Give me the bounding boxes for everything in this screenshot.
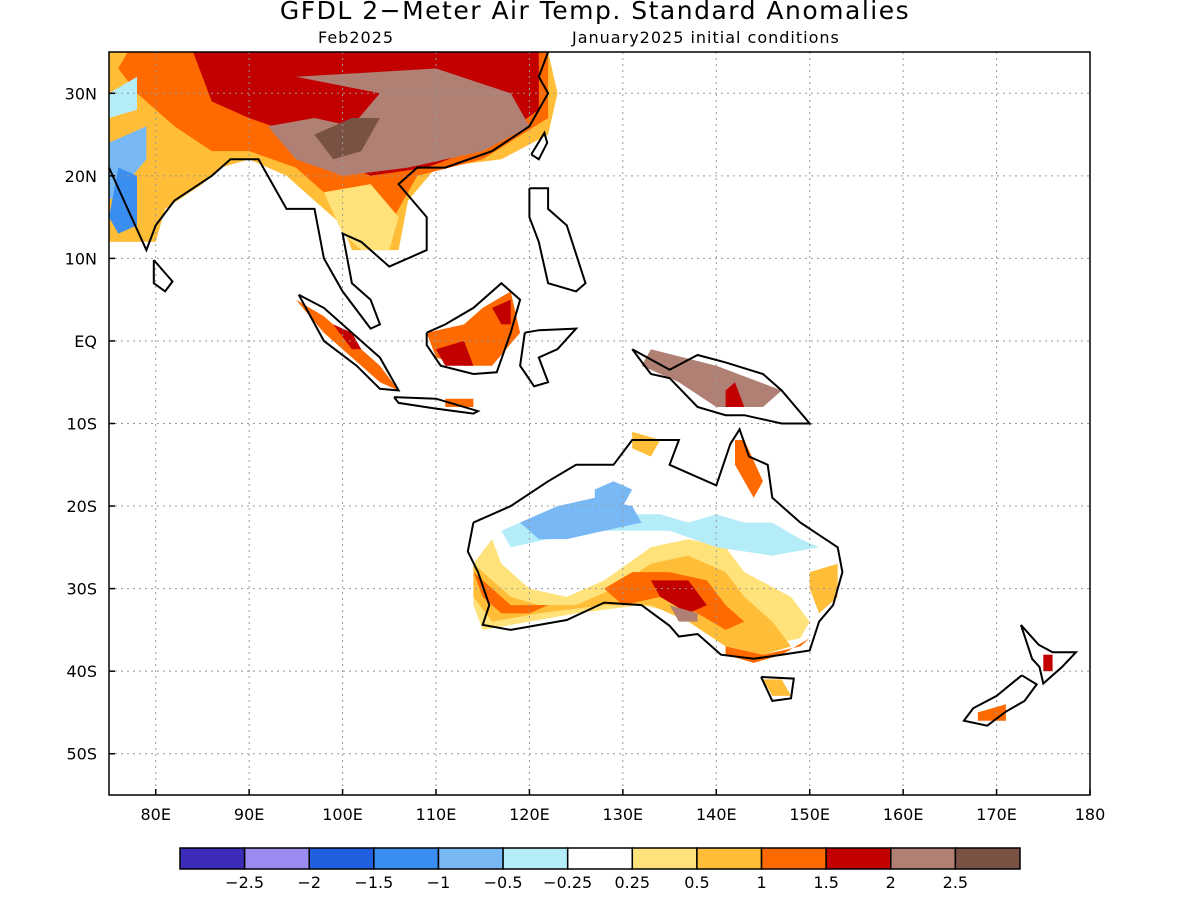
cape-york-anomaly xyxy=(735,440,763,498)
colorbar-swatch-2 xyxy=(308,847,375,870)
coastlines xyxy=(108,51,1079,727)
colorbar-label-7: 0.5 xyxy=(684,873,709,892)
colorbar-swatch-6 xyxy=(566,847,634,870)
tasmania-anomaly xyxy=(763,679,791,696)
lon-label-0: 80E xyxy=(140,805,170,824)
arnhem-anomaly xyxy=(632,431,661,457)
australia-anomaly-1 xyxy=(473,555,791,655)
colorbar-label-10: 2 xyxy=(886,873,896,892)
colorbar-swatch-5 xyxy=(502,847,569,870)
colorbar-label-8: 1 xyxy=(756,873,766,892)
new-guinea-coast xyxy=(631,348,812,425)
colorbar: −2.5 −2 −1.5 −1 −0.5 −0.25 0.25 0.5 1 1.5 2 2.5 xyxy=(179,847,1021,892)
java-anomaly xyxy=(445,398,474,407)
colorbar-swatch-1 xyxy=(243,847,310,870)
taiwan-coast xyxy=(530,130,549,161)
lon-label-3: 110E xyxy=(416,805,457,824)
lat-label-2: 10N xyxy=(65,249,97,268)
sumatra-coast xyxy=(297,293,401,392)
forecast-month: Feb2025 xyxy=(318,28,395,47)
new-guinea-anomaly-2 xyxy=(725,382,745,407)
australia-coast xyxy=(466,427,844,660)
lat-label-3: EQ xyxy=(74,332,97,351)
asia-anomaly-3 xyxy=(314,118,380,160)
lon-label-2: 100E xyxy=(322,805,363,824)
borneo-anomaly-2 xyxy=(436,340,474,366)
latitude-labels: 30N 20N 10N EQ 10S 20S 30S 40S 50S xyxy=(65,84,115,764)
lon-label-6: 140E xyxy=(696,805,737,824)
lat-label-0: 30N xyxy=(65,84,97,103)
sulawesi-coast xyxy=(519,327,579,388)
sri-lanka-coast xyxy=(152,259,174,293)
lat-label-5: 20S xyxy=(66,497,97,516)
longitude-labels: 80E 90E 100E 110E 120E 130E 140E 150E 160E 170E 18… xyxy=(140,789,1105,824)
initial-conditions: January2025 initial conditions xyxy=(572,28,840,47)
australia-cold-0p5-n xyxy=(594,481,633,507)
australia-cold-0p5 xyxy=(520,497,642,540)
nz-south-anomaly xyxy=(977,704,1006,721)
colorbar-label-6: 0.25 xyxy=(614,873,650,892)
colorbar-label-3: −1 xyxy=(427,873,451,892)
asia-coast xyxy=(108,51,550,330)
lon-label-1: 90E xyxy=(234,805,264,824)
colorbar-swatch-9 xyxy=(760,847,827,870)
lon-label-8: 160E xyxy=(883,805,924,824)
colorbar-label-4: −0.5 xyxy=(484,873,523,892)
colorbar-swatch-8 xyxy=(696,847,763,870)
grid-lines xyxy=(109,52,1090,795)
colorbar-swatch-0 xyxy=(179,847,246,870)
lon-label-5: 130E xyxy=(603,805,644,824)
sumatra-anomaly xyxy=(295,299,399,391)
map-frame xyxy=(108,51,1091,796)
colorbar-swatch-10 xyxy=(825,847,892,870)
nz-north-anomaly xyxy=(1043,654,1053,672)
sumatra-anomaly-2 xyxy=(333,324,362,350)
anomaly-fill-layer xyxy=(109,52,1053,721)
philippines-coast xyxy=(528,187,587,293)
australia-anomaly-2p5 xyxy=(669,605,698,622)
lon-label-9: 170E xyxy=(976,805,1017,824)
nz-north-coast xyxy=(1019,624,1079,686)
lon-label-4: 120E xyxy=(509,805,550,824)
australia-anomaly-1p5-se xyxy=(725,638,810,663)
borneo-anomaly-3 xyxy=(492,299,511,325)
chart-title: GFDL 2−Meter Air Temp. Standard Anomalie… xyxy=(279,0,911,25)
lat-label-6: 30S xyxy=(66,580,97,599)
colorbar-label-5: −0.25 xyxy=(543,873,592,892)
java-coast xyxy=(393,396,481,415)
lon-label-10: 180 xyxy=(1075,805,1106,824)
colorbar-swatch-11 xyxy=(890,847,957,870)
colorbar-label-2: −1.5 xyxy=(354,873,393,892)
colorbar-swatch-12 xyxy=(954,847,1021,870)
colorbar-label-11: 2.5 xyxy=(943,873,968,892)
nz-south-coast xyxy=(962,674,1039,727)
colorbar-swatch-3 xyxy=(373,847,440,870)
lon-label-7: 150E xyxy=(789,805,830,824)
tasmania-coast xyxy=(760,675,795,702)
colorbar-swatch-7 xyxy=(631,847,698,870)
australia-anomaly-1p5-w xyxy=(473,572,549,614)
lat-label-7: 40S xyxy=(66,662,97,681)
lat-label-4: 10S xyxy=(66,415,97,434)
colorbar-label-1: −2 xyxy=(297,873,321,892)
lat-label-1: 20N xyxy=(65,167,97,186)
colorbar-swatch-4 xyxy=(437,847,504,870)
lat-label-8: 50S xyxy=(66,745,97,764)
borneo-coast xyxy=(425,281,522,376)
india-cold-3 xyxy=(109,76,137,118)
colorbar-label-9: 1.5 xyxy=(813,873,838,892)
new-guinea-anomaly xyxy=(641,349,782,407)
colorbar-label-0: −2.5 xyxy=(225,873,264,892)
indochina-anomaly xyxy=(323,184,399,251)
